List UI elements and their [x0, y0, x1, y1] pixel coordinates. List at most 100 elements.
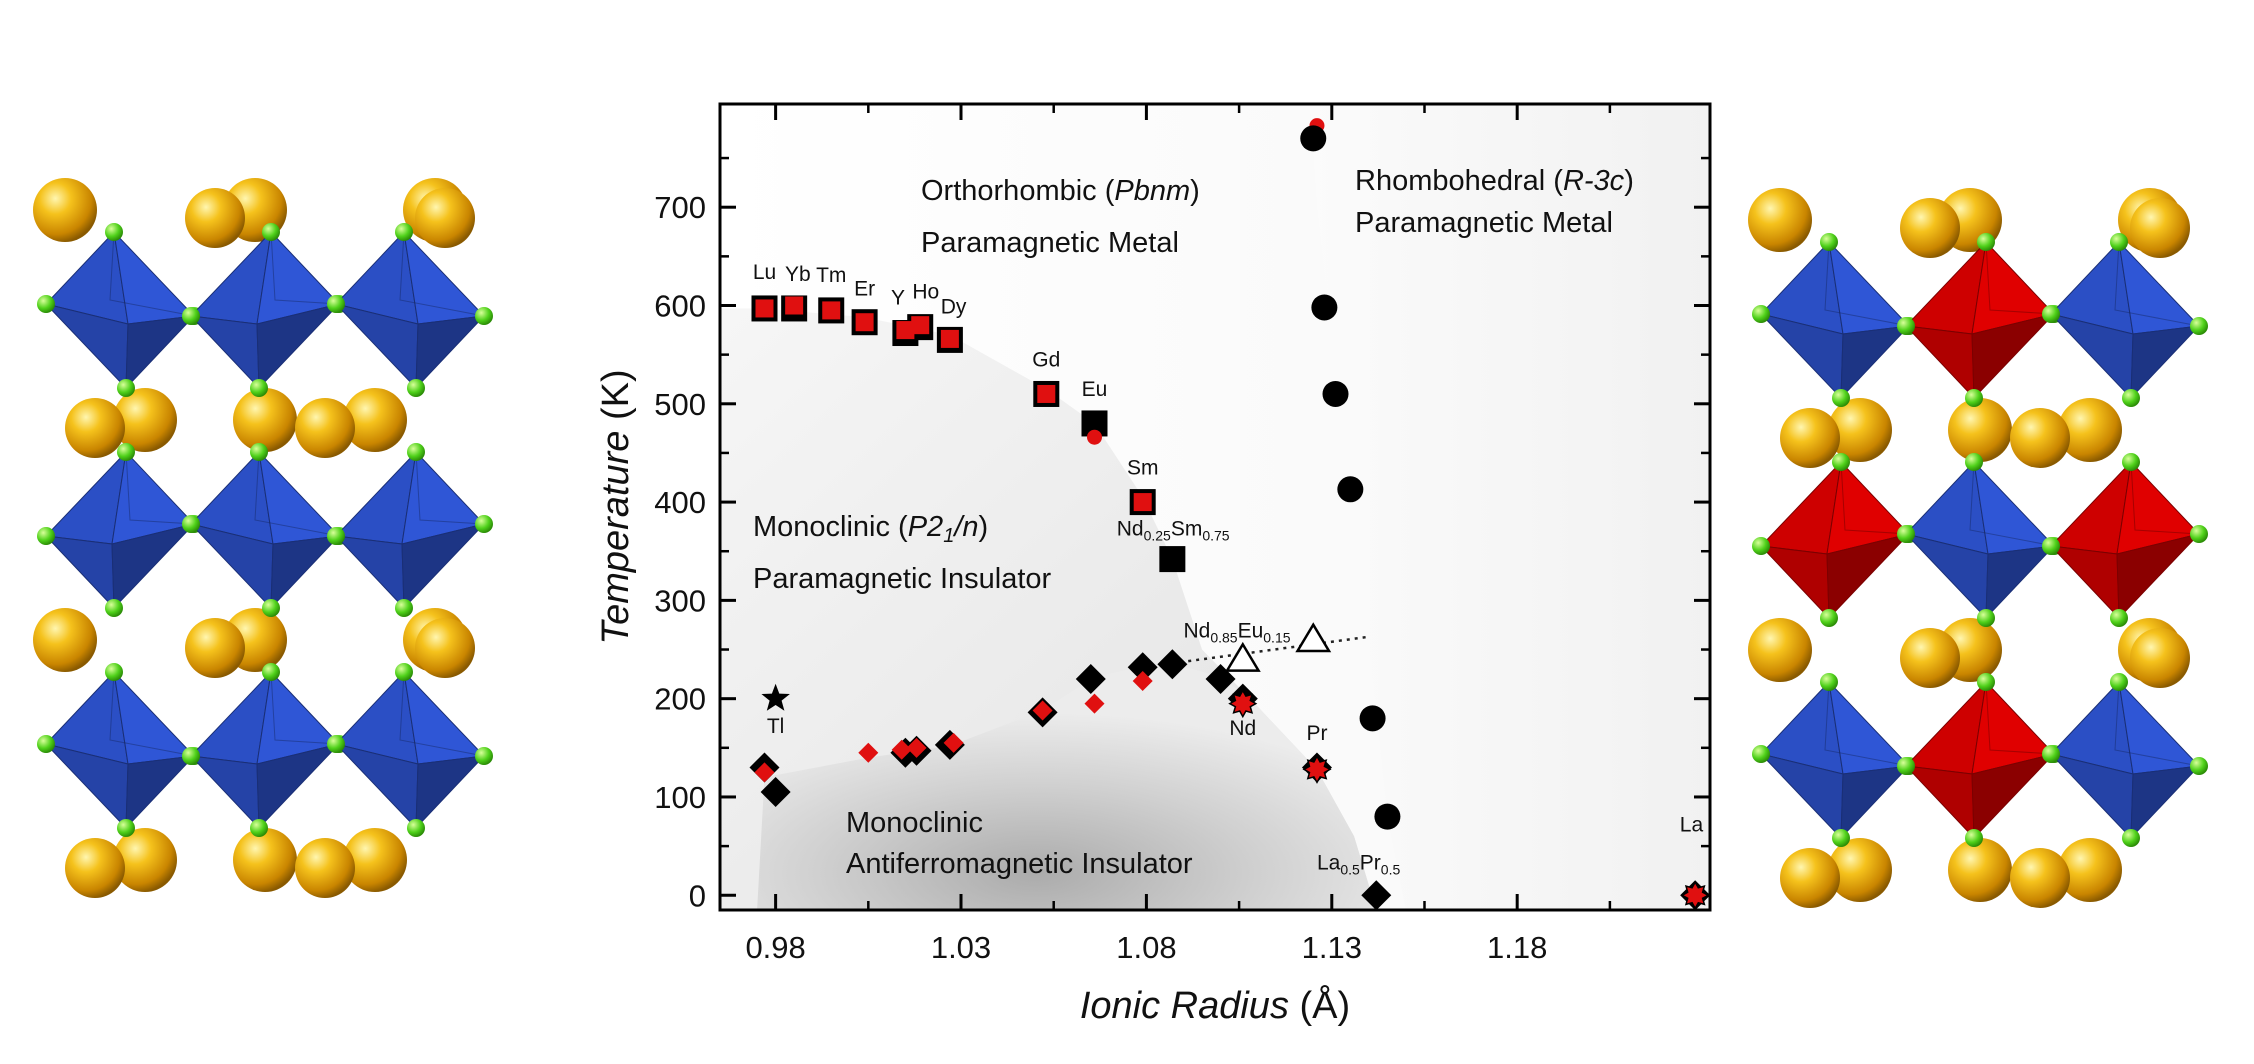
octahedron-face: [1759, 545, 1830, 620]
data-point: [911, 316, 930, 335]
y-tick-label: 400: [654, 485, 706, 520]
oxygen-atom: [2042, 745, 2060, 763]
region-rhombohedral: [1309, 104, 1710, 910]
octahedron-edge: [415, 451, 485, 525]
y-tick-label: 600: [654, 289, 706, 324]
a-site-atom: [113, 828, 177, 892]
data-point: [1337, 476, 1364, 503]
octahedron-face: [415, 315, 486, 390]
point-label: Tl: [767, 715, 785, 738]
oxygen-atom: [395, 599, 413, 617]
region-label-line1: Monoclinic: [846, 807, 983, 839]
octahedron-edge: [270, 671, 340, 745]
octahedron-face: [401, 523, 486, 610]
y-tick-label: 100: [654, 780, 706, 815]
region-label-line2: Paramagnetic Metal: [1355, 207, 1613, 239]
oxygen-atom: [395, 663, 413, 681]
a-site-atom: [1948, 398, 2012, 462]
octahedron-face: [270, 535, 341, 610]
data-marks: [749, 118, 1711, 911]
oxygen-atom: [2110, 609, 2128, 627]
oxygen-atom: [182, 515, 200, 533]
data-point: [754, 762, 775, 783]
oxygen-atom: [1752, 745, 1770, 763]
point-label: Nd: [1229, 717, 1256, 740]
a-site-atom: [343, 828, 407, 892]
octahedron-face: [125, 315, 196, 390]
oxygen-atom: [327, 735, 345, 753]
a-site-atom: [2010, 848, 2070, 908]
a-site-atom: [33, 608, 97, 672]
a-site-atom: [65, 838, 125, 898]
oxygen-atom: [182, 307, 200, 325]
octahedron-face: [113, 230, 196, 325]
octahedron-face: [1828, 240, 1911, 335]
point-label: Tm: [816, 264, 846, 287]
a-site-atom: [33, 178, 97, 242]
octahedron-face: [2116, 533, 2201, 620]
oxygen-atom: [1752, 537, 1770, 555]
a-site-atom: [113, 388, 177, 452]
compound-label: Nd0.85Eu0.15: [1183, 620, 1290, 646]
data-point: [1075, 664, 1106, 695]
oxygen-atom: [1965, 389, 1983, 407]
phase-diagram: 0 100 200 300 400 500 600 700 0.98 1.03 1.08 1.13 1.…: [595, 102, 1712, 1027]
oxygen-atom: [1965, 829, 1983, 847]
a-site-atom: [2130, 198, 2190, 258]
data-point: [1680, 880, 1710, 910]
data-point: [896, 321, 915, 340]
oxygen-atom: [407, 443, 425, 461]
oxygen-atom: [117, 819, 135, 837]
data-point: [1084, 693, 1105, 714]
octahedron-edge: [109, 671, 195, 757]
oxygen-atom: [2042, 537, 2060, 555]
oxygen-atom: [250, 379, 268, 397]
region-label-line2: Antiferromagnetic Insulator: [846, 848, 1193, 880]
data-point: [858, 742, 879, 763]
a-site-atom: [185, 188, 245, 248]
data-point: [855, 313, 874, 332]
octahedron-face: [1904, 765, 1975, 840]
region-monoclinic-afm: [757, 663, 1377, 910]
oxygen-atom: [105, 223, 123, 241]
point-label: Pr: [1306, 722, 1327, 745]
a-site-atom: [2058, 838, 2122, 902]
oxygen-atom: [1897, 525, 1915, 543]
a-site-atom: [343, 388, 407, 452]
data-point: [1037, 384, 1056, 403]
x-tick-label: 1.03: [931, 930, 991, 965]
data-point: [1361, 880, 1392, 911]
dotted-trend-line: [1172, 635, 1370, 665]
octahedron-face: [125, 755, 196, 830]
oxygen-atom: [2042, 305, 2060, 323]
y-tick-label: 200: [654, 682, 706, 717]
x-tick-label: 0.98: [745, 930, 805, 965]
octahedron-edge: [1985, 241, 2055, 315]
oxygen-atom: [475, 747, 493, 765]
octahedron-face: [258, 450, 341, 545]
oxygen-atom: [2110, 673, 2128, 691]
x-axis-label: Ionic Radius (Å): [1080, 983, 1350, 1027]
octahedron-face: [113, 670, 196, 765]
oxygen-atom: [2190, 317, 2208, 335]
oxygen-atom: [262, 223, 280, 241]
octahedron-edge: [1824, 681, 1910, 767]
data-point: [1127, 652, 1158, 683]
data-point: [755, 299, 774, 318]
a-site-atom: [1780, 848, 1840, 908]
oxygen-atom: [1752, 305, 1770, 323]
octahedron-edge: [1824, 241, 1910, 327]
oxygen-atom: [2190, 525, 2208, 543]
octahedron-face: [415, 755, 486, 830]
octahedron-edge: [399, 231, 485, 317]
compound-label: La0.5Pr0.5: [1317, 852, 1401, 878]
plot-frame: [718, 102, 1712, 912]
a-site-atom: [295, 838, 355, 898]
right-crystal-structure: [1748, 188, 2208, 908]
oxygen-atom: [1965, 453, 1983, 471]
data-point: [906, 737, 927, 758]
oxygen-atom: [407, 819, 425, 837]
point-label: La: [1680, 813, 1704, 836]
point-label: Eu: [1082, 378, 1108, 401]
data-point: [1159, 546, 1186, 573]
